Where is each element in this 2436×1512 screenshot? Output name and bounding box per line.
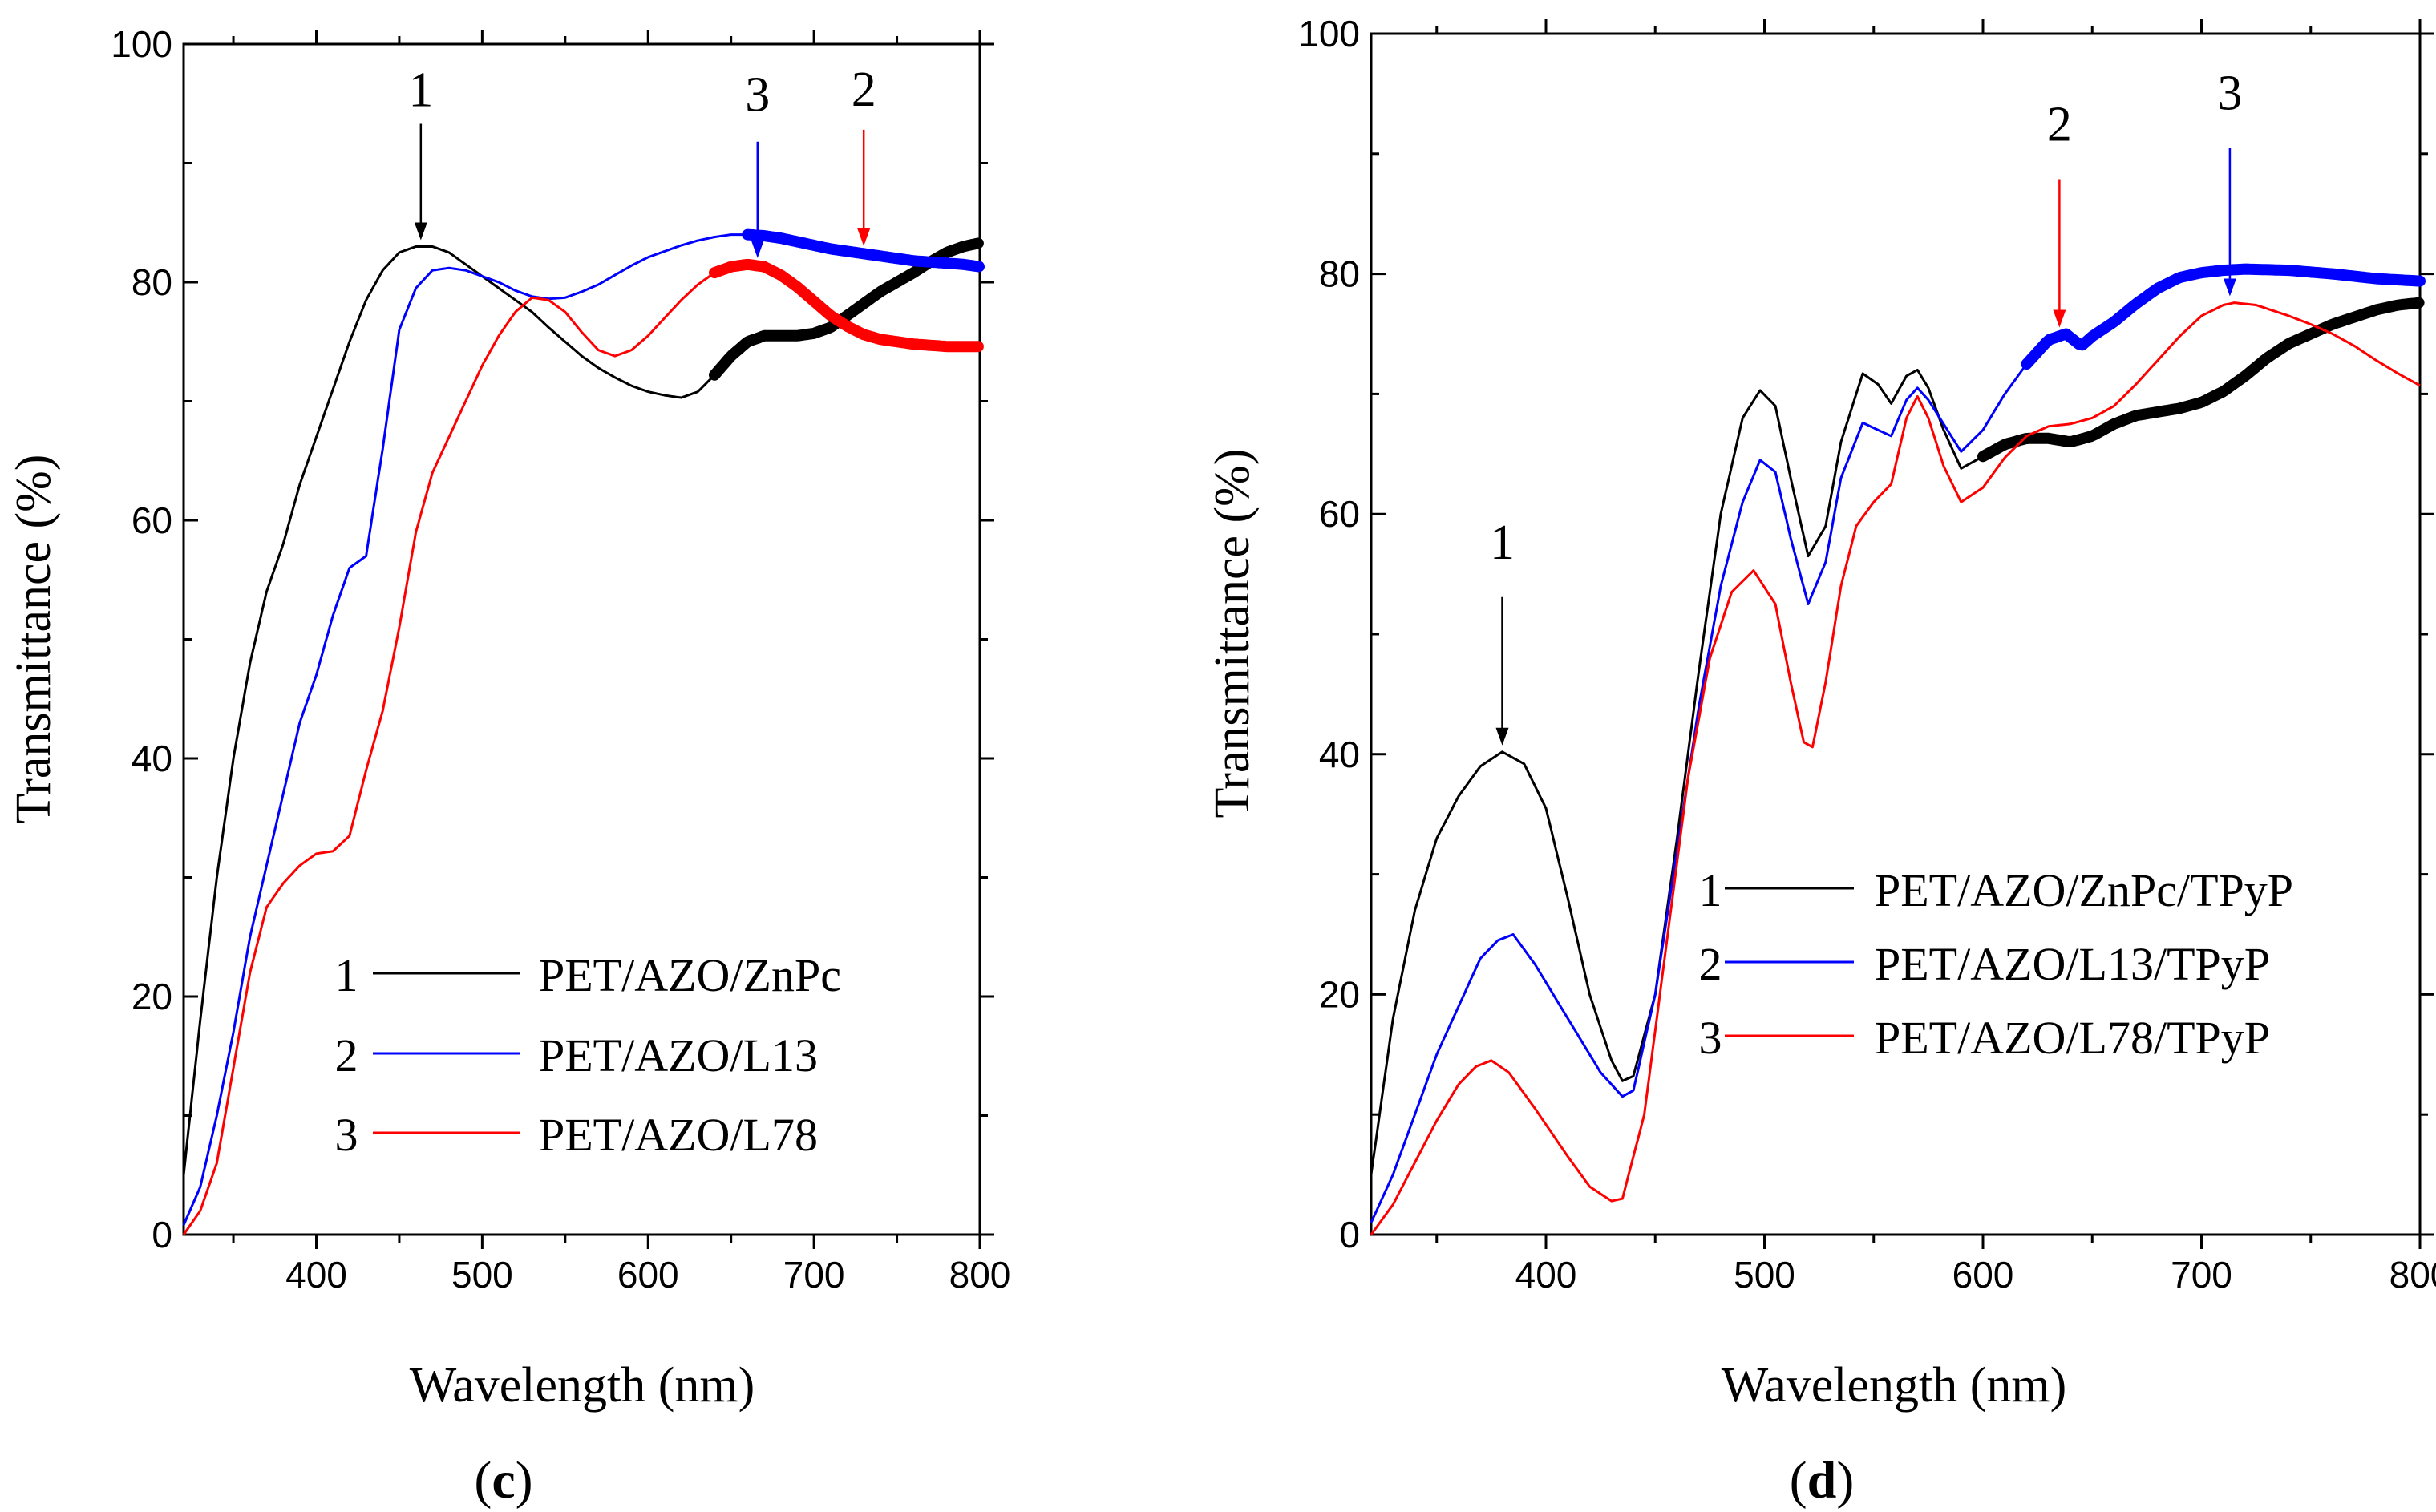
y-tick-label: 80 (1319, 253, 1360, 295)
legend-label: PET/AZO/L13 (539, 1029, 818, 1081)
annotation-arrowhead (751, 240, 764, 258)
legend-number: 3 (1699, 1012, 1722, 1064)
annotation-arrowhead (2223, 278, 2236, 297)
legend-label: PET/AZO/ZnPc (539, 949, 841, 1001)
y-tick-label: 0 (152, 1214, 172, 1255)
x-tick-label: 700 (2171, 1254, 2232, 1296)
annotation-arrowhead (2053, 309, 2066, 328)
y-tick-label: 100 (1298, 13, 1360, 55)
annotation-label: 1 (408, 63, 433, 117)
x-tick-label: 600 (1952, 1254, 2014, 1296)
series-line-3 (182, 263, 980, 1235)
y-tick-label: 60 (132, 499, 172, 541)
x-tick-label: 800 (2389, 1254, 2436, 1296)
legend-label: PET/AZO/L78/TPyP (1875, 1012, 2270, 1064)
series-noise-band-2 (742, 228, 985, 273)
series-group (182, 228, 985, 1235)
annotation-arrowhead (1495, 727, 1509, 746)
legend-number: 3 (335, 1109, 358, 1161)
legend-number: 1 (1699, 864, 1722, 916)
panel-letter: d (1807, 1451, 1837, 1510)
y-tick-label: 0 (1339, 1214, 1360, 1255)
annotation-label: 2 (852, 63, 876, 117)
x-axis-title: Wavelength (nm) (1722, 1358, 2067, 1413)
axis-ticks: 0 20 40 60 80 100 400 500 600 700 800 (1298, 13, 2436, 1296)
annotation-arrowhead (857, 228, 871, 246)
y-tick-label: 40 (1319, 734, 1360, 775)
legend-label: PET/AZO/L78 (539, 1109, 818, 1161)
x-tick-label: 400 (285, 1254, 347, 1296)
series-group (1370, 263, 2426, 1235)
annotation-label: 3 (745, 68, 770, 123)
legend-entry: 2 PET/AZO/L13 (335, 1029, 818, 1081)
series-noise-band-3 (709, 258, 984, 353)
legend-number: 1 (335, 949, 358, 1001)
y-tick-label: 60 (1319, 493, 1360, 535)
y-axis-title: Transmittance (%) (1205, 449, 1260, 819)
y-tick-label: 20 (132, 976, 172, 1017)
panel-letter: c (492, 1451, 515, 1510)
legend-entry: 3 PET/AZO/L78/TPyP (1699, 1012, 2271, 1064)
annotation-label: 3 (2217, 67, 2242, 121)
legend-entry: 3 PET/AZO/L78 (335, 1109, 818, 1161)
x-tick-label: 500 (451, 1254, 513, 1296)
x-axis-title: Wavelength (nm) (410, 1358, 755, 1413)
panel-label: (c) (474, 1451, 532, 1510)
y-axis-title: Transmittance (%) (6, 455, 61, 824)
legend-label: PET/AZO/L13/TPyP (1875, 938, 2270, 990)
annotation-label: 2 (2047, 98, 2072, 152)
y-tick-label: 100 (111, 23, 172, 65)
annotation-group: 1 2 3 (1490, 67, 2242, 746)
annotation-label: 1 (1490, 515, 1515, 570)
x-tick-label: 500 (1734, 1254, 1795, 1296)
legend-number: 2 (335, 1029, 358, 1081)
x-tick-label: 800 (949, 1254, 1011, 1296)
series-noise-band-2 (2021, 263, 2426, 370)
series-noise-band-1 (1977, 297, 2425, 463)
panel-d-chart: 0 20 40 60 80 100 400 500 600 700 800 1 2 3 Transmit… (1205, 13, 2436, 1510)
y-tick-label: 40 (132, 738, 172, 779)
panel-label: (d) (1790, 1451, 1855, 1510)
legend-entry: 1 PET/AZO/ZnPc/TPyP (1699, 864, 2294, 916)
legend-entry: 1 PET/AZO/ZnPc (335, 949, 841, 1001)
x-tick-label: 400 (1515, 1254, 1577, 1296)
legend: 1 PET/AZO/ZnPc/TPyP 2 PET/AZO/L13/TPyP 3… (1699, 864, 2294, 1064)
x-tick-label: 600 (617, 1254, 679, 1296)
annotation-arrowhead (414, 222, 427, 241)
y-tick-label: 20 (1319, 973, 1360, 1015)
legend-label: PET/AZO/ZnPc/TPyP (1875, 864, 2293, 916)
series-line-2 (1370, 268, 2421, 1223)
annotation-group: 1 3 2 (408, 63, 876, 258)
x-tick-label: 700 (783, 1254, 845, 1296)
legend-number: 2 (1699, 938, 1722, 990)
series-line-3 (1370, 301, 2421, 1235)
legend: 1 PET/AZO/ZnPc 2 PET/AZO/L13 3 PET/AZO/L… (335, 949, 841, 1161)
legend-entry: 2 PET/AZO/L13/TPyP (1699, 938, 2271, 990)
y-tick-label: 80 (132, 261, 172, 303)
axis-ticks: 0 20 40 60 80 100 400 500 600 700 800 (111, 23, 1010, 1296)
panel-c-chart: 0 20 40 60 80 100 400 500 600 700 800 1 3 2 Transmit… (6, 23, 1010, 1510)
